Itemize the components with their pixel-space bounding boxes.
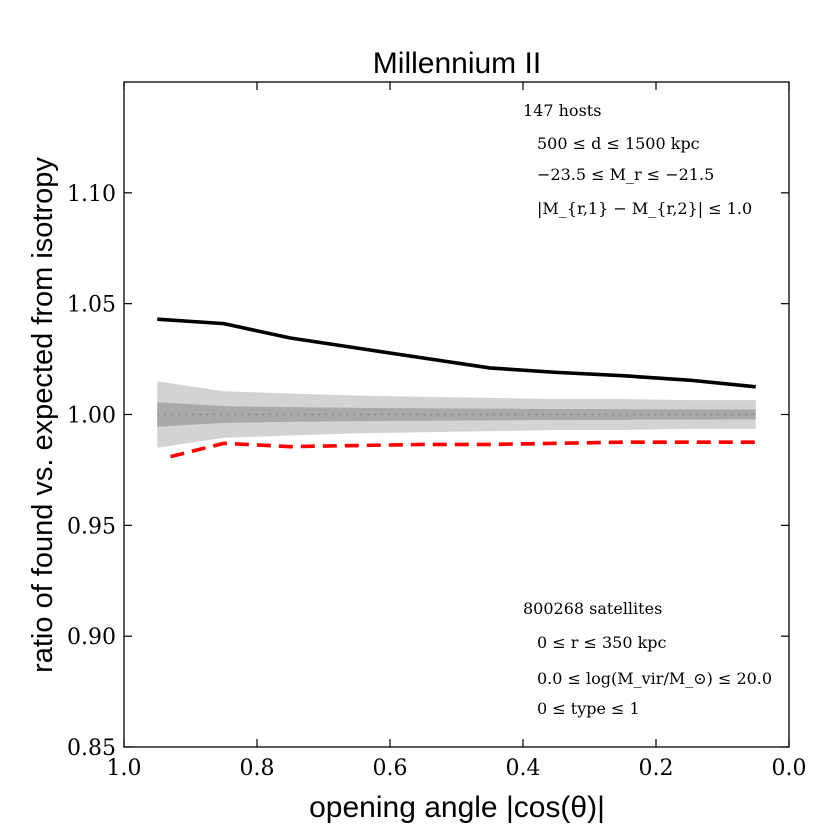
x-tick-label: 1.0 (107, 756, 142, 781)
annotation-hosts-line: 147 hosts (523, 101, 601, 120)
x-tick-label: 0.2 (639, 756, 674, 781)
y-tick-label: 0.85 (67, 736, 116, 761)
annotation-satellites-line: 0.0 ≤ log(M_vir/M_⊙) ≤ 20.0 (537, 669, 772, 688)
x-tick-label: 0.8 (240, 756, 275, 781)
x-axis-label: opening angle |cos(θ)| (309, 791, 605, 824)
band-inner (157, 402, 756, 427)
annotation-hosts-line: |M_{r,1} − M_{r,2}| ≤ 1.0 (537, 199, 752, 218)
y-axis-label: ratio of found vs. expected from isotrop… (27, 157, 59, 673)
y-tick-label: 0.95 (67, 514, 116, 539)
annotation-hosts: 147 hosts 500 ≤ d ≤ 1500 kpc −23.5 ≤ M_r… (523, 101, 752, 218)
series-line-found (157, 317, 756, 389)
annotation-hosts-line: 500 ≤ d ≤ 1500 kpc (537, 134, 700, 153)
y-tick-label: 1.05 (67, 293, 116, 318)
series-layer (157, 317, 756, 459)
annotation-satellites-line: 800268 satellites (523, 599, 662, 618)
chart-title: Millennium II (373, 47, 541, 80)
x-tick-label: 0.4 (506, 756, 541, 781)
y-tick-label: 1.10 (67, 182, 116, 207)
y-tick-label: 0.90 (67, 625, 116, 650)
bands-layer (157, 381, 756, 448)
x-tick-label: 0.6 (373, 756, 408, 781)
series-line-lower (170, 440, 756, 459)
annotation-satellites-line: 0 ≤ r ≤ 350 kpc (537, 633, 667, 652)
annotation-satellites-line: 0 ≤ type ≤ 1 (537, 699, 640, 718)
y-tick-label: 1.00 (67, 404, 116, 429)
ticks-layer: 1.0 0.8 0.6 0.4 0.2 0.0 0.85 0.90 0.95 1.00 1.05 1.… (67, 82, 807, 781)
x-tick-label: 0.0 (772, 756, 807, 781)
annotation-hosts-line: −23.5 ≤ M_r ≤ −21.5 (537, 165, 714, 184)
annotation-satellites: 800268 satellites 0 ≤ r ≤ 350 kpc 0.0 ≤ … (523, 599, 772, 718)
